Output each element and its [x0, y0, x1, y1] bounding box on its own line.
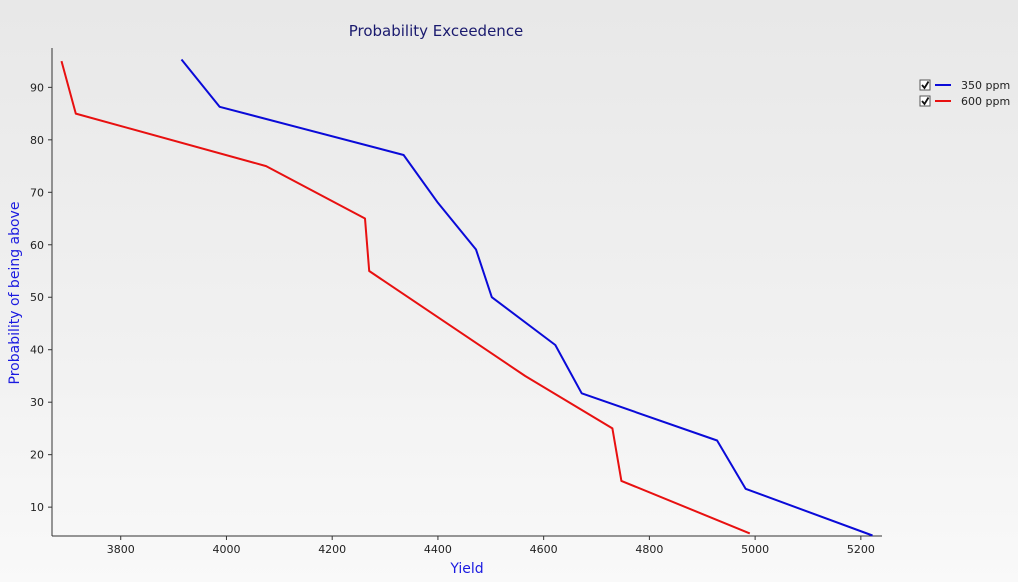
y-tick-label: 30	[30, 396, 44, 409]
checkmark-icon	[921, 97, 930, 106]
y-tick-label: 20	[30, 449, 44, 462]
y-tick-label: 60	[30, 239, 44, 252]
x-tick-label: 5000	[741, 543, 769, 556]
legend-label: 350 ppm	[961, 79, 1010, 92]
y-tick-label: 90	[30, 81, 44, 94]
x-tick-label: 4200	[318, 543, 346, 556]
y-tick-label: 80	[30, 134, 44, 147]
x-axis-ticks: 3800 4000 4200 4400 4600 4800 5000 5200	[107, 536, 875, 556]
x-tick-label: 4800	[635, 543, 663, 556]
legend-label: 600 ppm	[961, 95, 1010, 108]
x-tick-label: 3800	[107, 543, 135, 556]
y-tick-label: 50	[30, 291, 44, 304]
legend: 350 ppm 600 ppm	[919, 79, 1010, 108]
checkmark-icon	[921, 81, 930, 90]
y-tick-label: 70	[30, 186, 44, 199]
legend-checkbox[interactable]	[919, 79, 931, 91]
x-axis-label: Yield	[449, 561, 483, 577]
x-tick-label: 4600	[530, 543, 558, 556]
series-layer	[60, 58, 873, 537]
series-line-350-ppm	[180, 58, 873, 537]
y-axis-label: Probability of being above	[7, 202, 23, 385]
series-line-600-ppm	[60, 60, 751, 535]
x-tick-label: 4400	[424, 543, 452, 556]
legend-checkbox[interactable]	[919, 95, 931, 107]
x-tick-label: 5200	[847, 543, 875, 556]
y-tick-label: 10	[30, 501, 44, 514]
y-axis-ticks: 10 20 30 40 50 60 70 80 90	[30, 81, 52, 514]
y-tick-label: 40	[30, 344, 44, 357]
x-tick-label: 4000	[212, 543, 240, 556]
plot-area	[51, 48, 882, 537]
chart-title: Probability Exceedence	[349, 22, 524, 40]
